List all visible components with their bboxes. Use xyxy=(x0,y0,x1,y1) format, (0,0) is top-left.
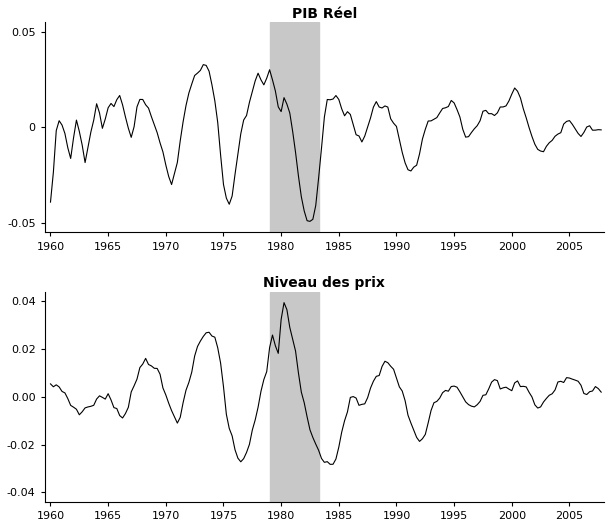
Title: Niveau des prix: Niveau des prix xyxy=(263,277,386,290)
Title: PIB Réel: PIB Réel xyxy=(292,7,357,21)
Bar xyxy=(269,291,318,502)
Bar xyxy=(269,22,318,232)
